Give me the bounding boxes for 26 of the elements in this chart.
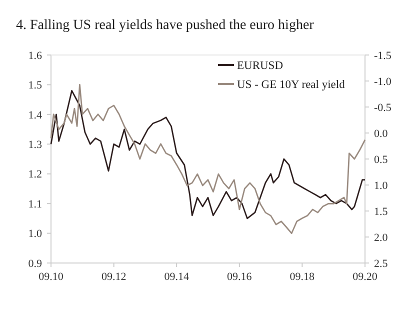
x-tick-label: 09.14 [164, 271, 190, 283]
y-tick-label: 1.2 [28, 168, 42, 181]
y2-tick-label: 1.5 [374, 206, 388, 218]
y-tick-label: 1.5 [28, 80, 42, 92]
legend-label: EURUSD [237, 60, 284, 72]
y-tick-label: 1.1 [28, 198, 42, 210]
x-tick-label: 09.20 [352, 271, 378, 283]
x-tick-label: 09.18 [290, 271, 316, 283]
y-tick-label: 1.6 [28, 50, 42, 62]
x-tick-label: 09.10 [38, 271, 64, 283]
y-tick-label: 1.4 [28, 109, 42, 122]
y2-tick-label: 0.0 [374, 128, 388, 140]
y-tick-label: 1.0 [28, 228, 42, 240]
chart-title: 4. Falling US real yields have pushed the euro higher [16, 18, 314, 33]
y2-tick-label: 0.5 [374, 154, 388, 166]
y2-tick-label: 1.0 [374, 180, 388, 192]
x-tick-label: 09.16 [227, 271, 252, 283]
legend-label: US - GE 10Y real yield [237, 79, 346, 92]
y2-tick-label: -1.5 [374, 50, 392, 62]
y2-tick-label: -0.5 [374, 102, 392, 114]
y-tick-label: 0.9 [28, 258, 42, 270]
y2-tick-label: 2.0 [374, 232, 388, 244]
y-tick-label: 1.3 [28, 138, 42, 151]
x-tick-label: 09.12 [101, 271, 126, 283]
y2-tick-label: 2.5 [374, 258, 388, 270]
y2-tick-label: -1.0 [374, 76, 392, 88]
